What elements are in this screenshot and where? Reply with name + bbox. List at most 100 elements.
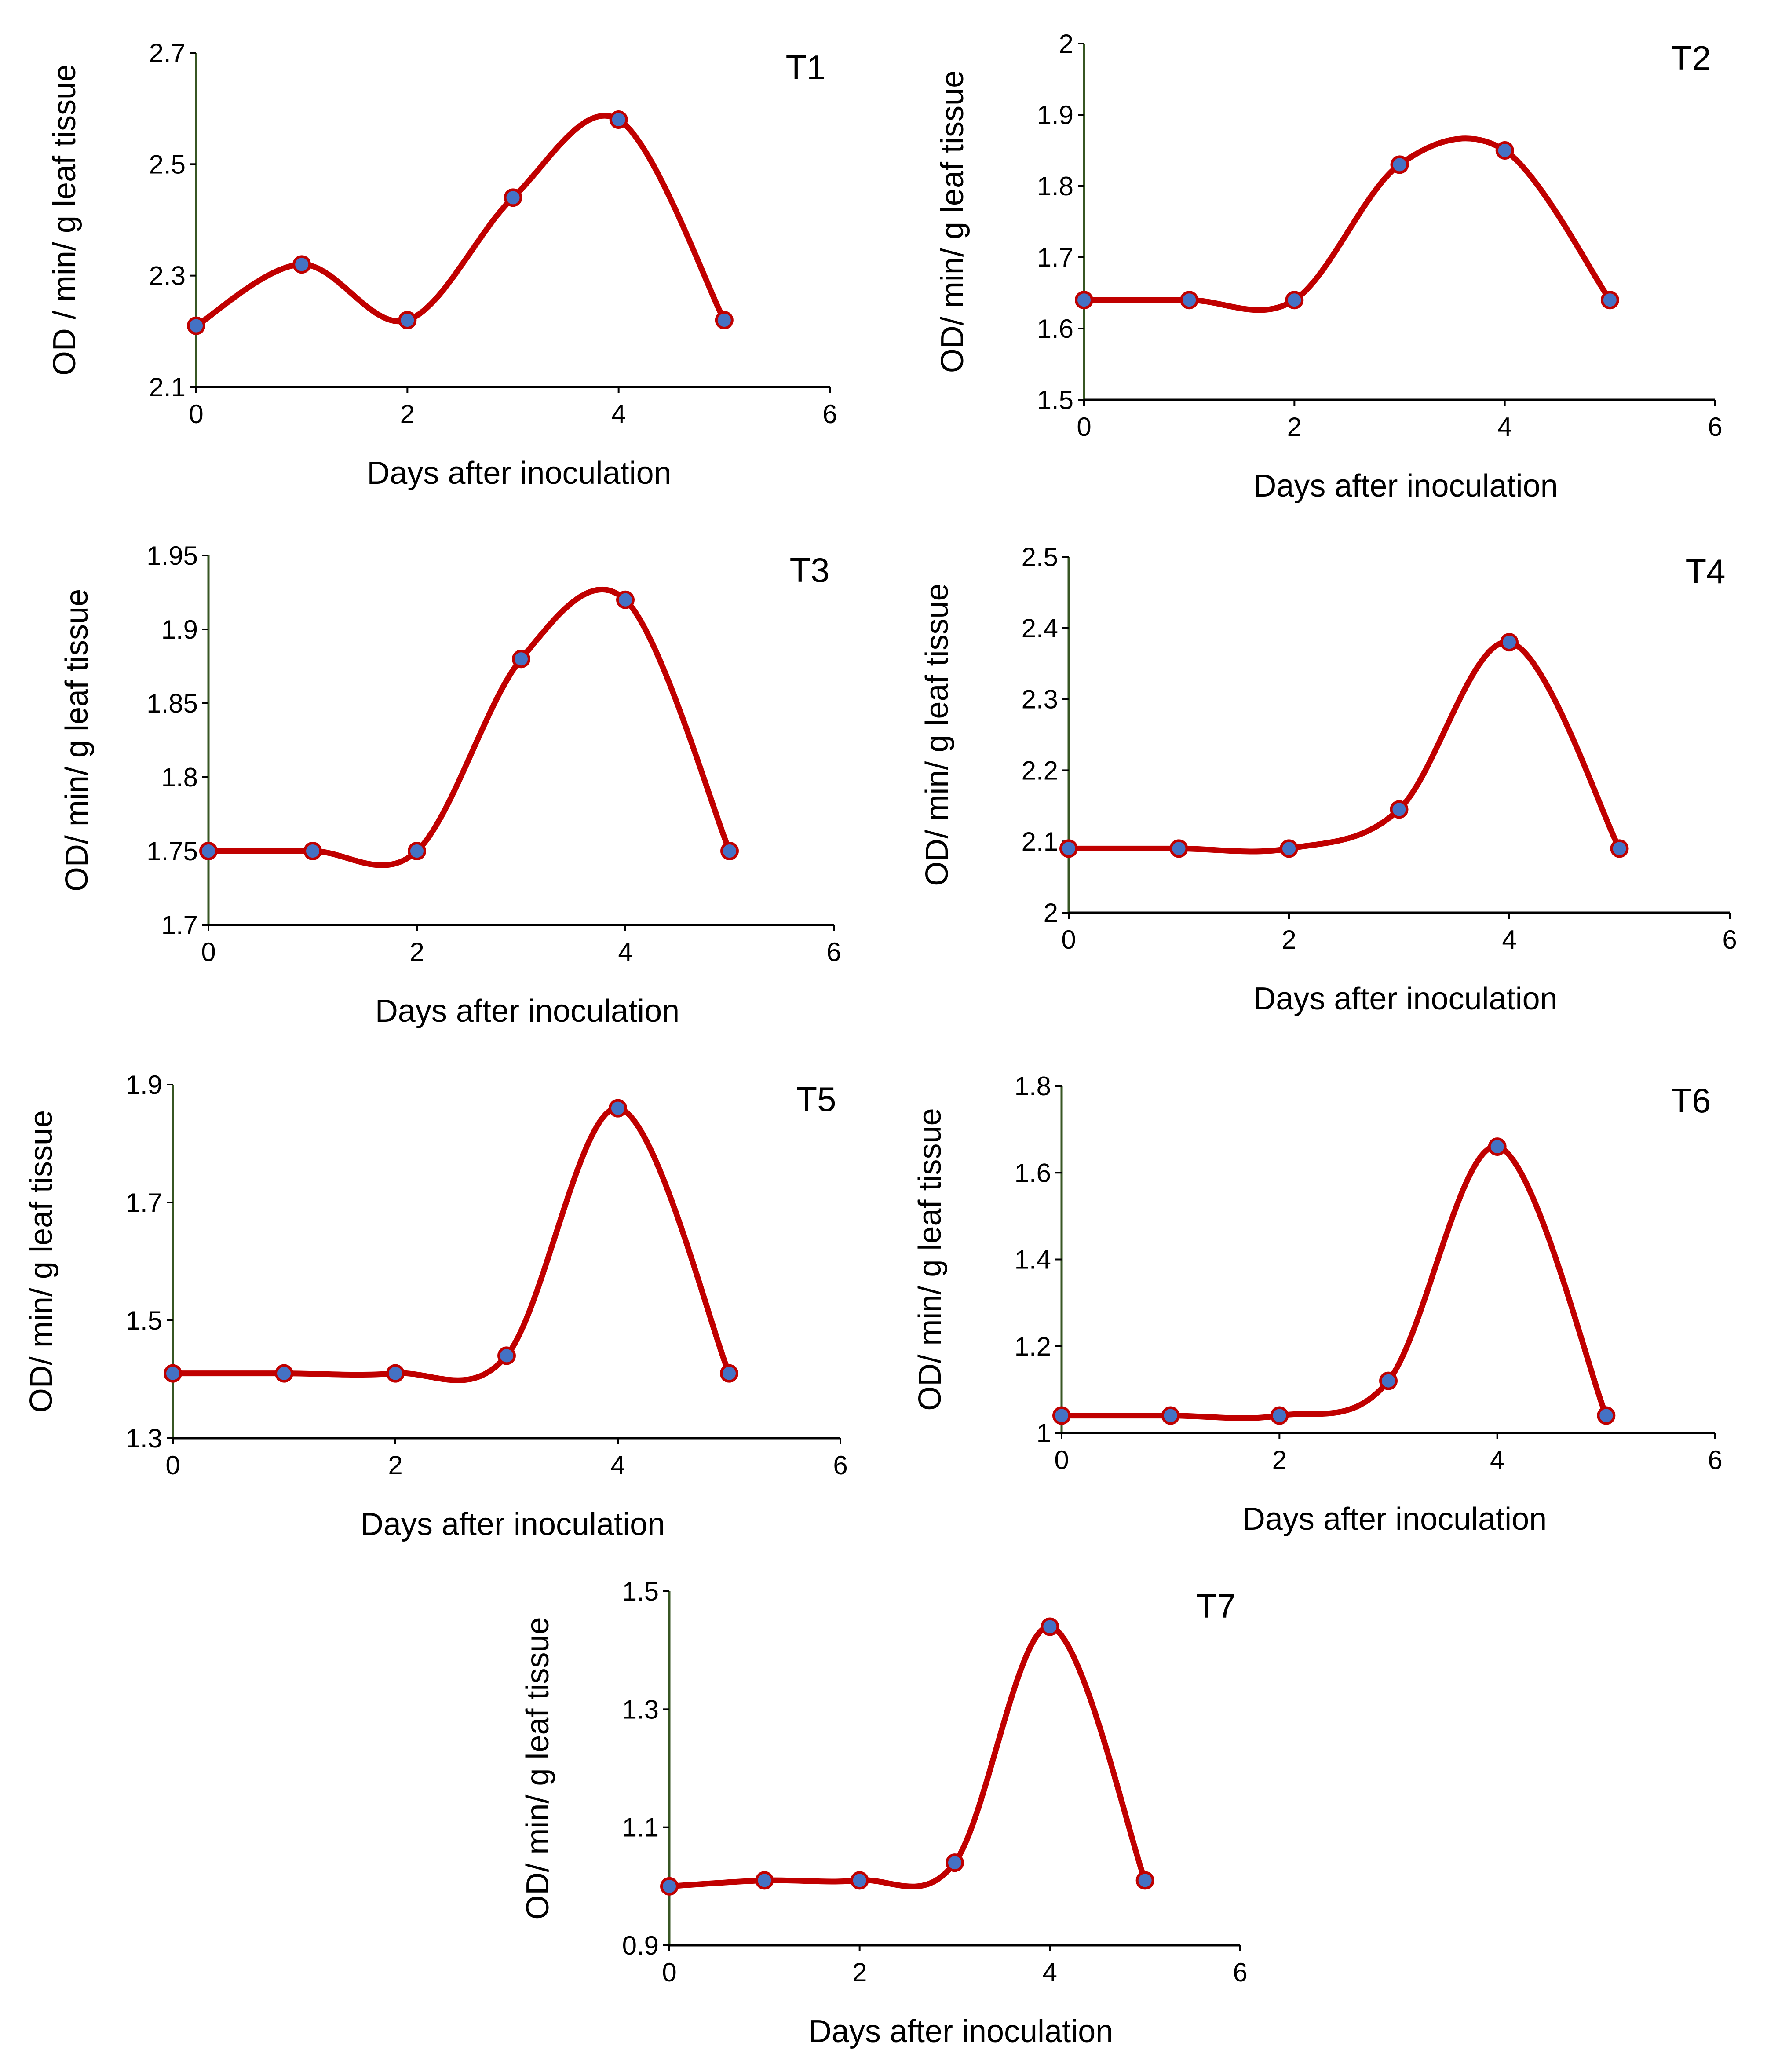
x-tick-label: 4 [1502, 925, 1516, 954]
series-line [193, 113, 727, 329]
data-point [1597, 1406, 1616, 1425]
data-point [609, 1099, 627, 1118]
y-axis-title: OD/ min/ g leaf tissue [913, 1108, 948, 1411]
chart-panel-t1: 2.1 2.3 2.5 2.7 0 2 4 6 Days after inoculation OD… [47, 38, 837, 491]
series-line [205, 587, 733, 868]
y-tick-label: 1.1 [622, 1813, 659, 1842]
y-tick-label: 1.6 [1037, 314, 1073, 344]
data-point [199, 842, 218, 860]
data-point [1280, 839, 1298, 858]
data-point [1059, 839, 1078, 858]
y-tick-label: 1.3 [622, 1695, 659, 1724]
data-point [386, 1364, 405, 1383]
data-point [616, 590, 635, 609]
y-tick-label: 2.3 [149, 261, 186, 291]
x-tick-label: 0 [1077, 412, 1091, 442]
y-tick-label: 2.4 [1022, 614, 1058, 643]
x-tick-label: 6 [1722, 925, 1737, 954]
y-tick-label: 1.4 [1015, 1245, 1051, 1275]
x-tick-label: 0 [1061, 925, 1076, 954]
data-point [275, 1364, 293, 1383]
data-point [946, 1853, 964, 1872]
x-tick-label: 2 [852, 1958, 867, 1987]
series-line [1081, 135, 1613, 313]
y-tick-label: 1 [1037, 1418, 1051, 1448]
series-line [1059, 1144, 1609, 1421]
data-point [850, 1871, 869, 1890]
data-point [398, 311, 417, 329]
data-point [660, 1877, 679, 1896]
y-tick-label: 1.9 [1037, 100, 1073, 130]
data-point [1180, 291, 1199, 310]
x-tick-label: 4 [618, 937, 632, 967]
data-point [1600, 291, 1619, 310]
x-tick-label: 2 [400, 399, 415, 429]
x-tick-label: 4 [610, 1451, 625, 1480]
data-point [1270, 1406, 1289, 1425]
y-tick-label: 1.8 [1037, 172, 1073, 201]
y-tick-label: 1.85 [146, 689, 198, 718]
x-tick-label: 6 [822, 399, 837, 429]
x-tick-label: 4 [611, 399, 626, 429]
y-axis-title: OD/ min/ g leaf tissue [935, 70, 970, 373]
panel-title: T3 [789, 551, 829, 589]
data-point [1161, 1406, 1180, 1425]
x-tick-label: 6 [833, 1451, 847, 1480]
data-point [1488, 1137, 1507, 1156]
x-tick-label: 2 [409, 937, 424, 967]
series-line [666, 1624, 1148, 1889]
x-tick-label: 0 [201, 937, 215, 967]
data-point [1390, 800, 1409, 819]
x-tick-label: 6 [1708, 1445, 1722, 1475]
chart-panel-t7: 0.9 1.1 1.3 1.5 0 2 4 6 Days after inoculation OD… [520, 1577, 1248, 2049]
chart-panel-t3: 1.7 1.75 1.8 1.85 1.9 1.95 0 2 4 6 Days after inoc… [59, 541, 841, 1029]
y-axis-title: OD/ min/ g leaf tissue [920, 583, 955, 886]
panel-title: T7 [1196, 1586, 1236, 1625]
data-point [720, 1364, 738, 1383]
x-tick-label: 0 [165, 1451, 180, 1480]
x-tick-label: 6 [1708, 412, 1722, 442]
y-tick-label: 2.5 [1022, 542, 1058, 572]
data-point [755, 1871, 774, 1890]
chart-panel-t5: 1.3 1.5 1.7 1.9 0 2 4 6 Days after inoculation OD… [24, 1070, 848, 1542]
series-line [170, 1105, 732, 1383]
y-tick-label: 1.7 [1037, 243, 1073, 272]
data-point [1610, 839, 1629, 858]
data-point [1052, 1406, 1071, 1425]
x-axis-title: Days after inoculation [361, 1507, 665, 1542]
x-tick-label: 2 [1281, 925, 1296, 954]
data-point [720, 842, 739, 860]
x-tick-label: 4 [1043, 1958, 1057, 1987]
x-tick-label: 6 [1233, 1958, 1247, 1987]
data-point [1390, 155, 1409, 174]
y-tick-label: 2 [1044, 898, 1058, 928]
x-axis-title: Days after inoculation [367, 456, 671, 491]
y-tick-label: 1.8 [161, 763, 198, 792]
y-tick-label: 2.7 [149, 38, 186, 68]
data-point [408, 842, 426, 860]
data-point [164, 1364, 182, 1383]
data-point [1285, 291, 1304, 310]
series-line [1066, 639, 1622, 855]
y-axis-title: OD/ min/ g leaf tissue [520, 1617, 555, 1919]
data-point [715, 311, 734, 329]
data-point [1495, 141, 1514, 160]
y-tick-label: 1.5 [1037, 385, 1073, 415]
y-tick-label: 2.3 [1022, 685, 1058, 714]
x-tick-label: 0 [1054, 1445, 1069, 1475]
y-tick-label: 1.75 [146, 837, 198, 866]
data-point [1075, 291, 1093, 310]
y-tick-label: 1.7 [126, 1188, 162, 1217]
y-tick-label: 2.1 [1022, 827, 1058, 856]
y-tick-label: 2.5 [149, 150, 186, 179]
x-tick-label: 0 [662, 1958, 676, 1987]
y-tick-label: 0.9 [622, 1931, 659, 1960]
x-axis-title: Days after inoculation [1253, 468, 1558, 504]
x-axis-title: Days after inoculation [1242, 1502, 1547, 1537]
data-point [609, 110, 628, 129]
x-axis-title: Days after inoculation [1253, 981, 1557, 1016]
chart-panel-t6: 1 1.2 1.4 1.6 1.8 0 2 4 6 Days after inoculation O… [913, 1071, 1723, 1537]
x-tick-label: 2 [388, 1451, 402, 1480]
y-tick-label: 1.9 [126, 1070, 162, 1100]
